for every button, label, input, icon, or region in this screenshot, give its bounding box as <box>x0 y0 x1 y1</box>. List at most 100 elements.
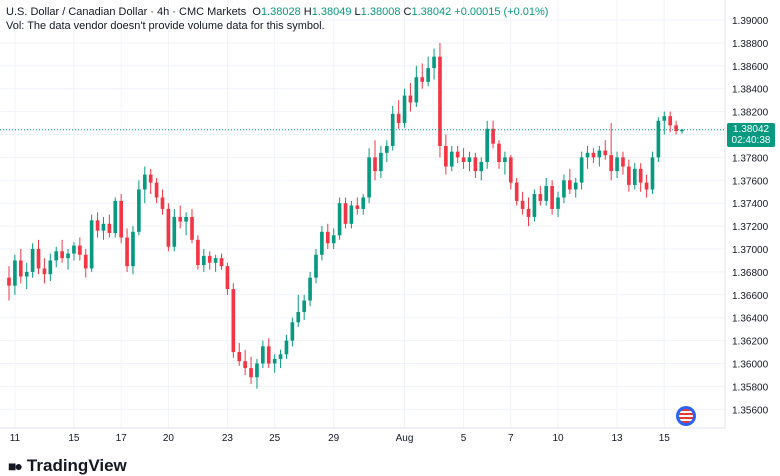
candle-body <box>585 152 590 158</box>
price-tick-label: 1.35600 <box>732 405 769 416</box>
candle <box>355 197 360 215</box>
candle-body <box>550 186 554 209</box>
bar-countdown: 02:40:38 <box>731 135 771 146</box>
candle <box>668 111 673 133</box>
candle-body <box>78 245 82 255</box>
candle-body <box>119 200 123 238</box>
candle <box>538 186 543 206</box>
candle <box>308 271 312 307</box>
candle-body <box>444 145 448 167</box>
candle-body <box>491 128 495 144</box>
candle-body <box>467 157 472 162</box>
candle-body <box>438 56 442 146</box>
candle <box>101 216 106 240</box>
candle <box>520 191 525 215</box>
candle <box>627 159 631 192</box>
candle-body <box>396 113 401 124</box>
candle <box>461 148 466 169</box>
price-axis[interactable]: 1.39000 1.38800 1.38600 1.38400 1.38200 1.380… <box>732 16 769 416</box>
candle <box>30 243 35 278</box>
time-tick-label: 20 <box>163 433 175 444</box>
candle-body <box>662 116 667 121</box>
candle-body <box>101 223 106 231</box>
candle-body <box>384 145 389 153</box>
candle-body <box>24 271 29 277</box>
candle-body <box>343 203 348 224</box>
price-tick-label: 1.37000 <box>732 245 769 256</box>
candle <box>373 140 377 181</box>
price-tick-label: 1.38800 <box>732 39 769 50</box>
price-tick-label: 1.38600 <box>732 62 769 73</box>
candle-body <box>638 168 643 183</box>
candle-body <box>497 143 501 162</box>
candle-body <box>278 354 283 359</box>
time-axis[interactable]: 11 15 17 20 23 25 29 Aug 5 7 10 13 15 <box>10 433 671 444</box>
candle-body <box>573 182 578 190</box>
us-flag-event-icon[interactable] <box>676 406 696 426</box>
candle <box>54 246 59 268</box>
time-tick-label: 25 <box>269 433 281 444</box>
candle-body <box>514 182 519 201</box>
candle <box>137 180 141 236</box>
time-tick-label: 15 <box>659 433 671 444</box>
candle-body <box>331 235 336 244</box>
candle <box>674 120 678 135</box>
candle <box>343 197 348 229</box>
candle <box>591 148 596 164</box>
close-label: C <box>403 6 412 18</box>
candle-body <box>231 289 236 353</box>
candle-body <box>66 253 70 259</box>
candle <box>66 249 70 270</box>
candle <box>573 178 578 198</box>
candle-body <box>237 352 242 362</box>
candle-body <box>526 208 531 217</box>
candle-body <box>184 216 188 222</box>
candle-body <box>89 220 94 269</box>
price-tick-label: 1.38200 <box>732 108 769 119</box>
legend-ohlc: U.S. Dollar / Canadian Dollar · 4h · CMC… <box>6 6 548 18</box>
symbol-title[interactable]: U.S. Dollar / Canadian Dollar · 4h · CMC… <box>6 6 247 18</box>
candle <box>284 334 289 359</box>
candle <box>107 214 112 238</box>
candle <box>384 140 389 162</box>
candle <box>266 338 271 369</box>
candle-body <box>160 197 165 209</box>
candle-body <box>272 358 277 364</box>
candle-body <box>54 251 59 261</box>
candle-body <box>60 251 64 259</box>
candle-body <box>367 157 371 198</box>
candle-body <box>520 200 525 209</box>
high-value: 1.38049 <box>311 6 352 18</box>
candle <box>314 249 318 284</box>
candle <box>603 140 608 160</box>
candle-body <box>591 152 596 158</box>
candle-body <box>190 216 194 240</box>
candle <box>255 358 259 389</box>
candle-body <box>621 157 625 167</box>
candle-body <box>196 239 200 266</box>
candle-body <box>432 56 436 69</box>
candle <box>131 226 135 275</box>
candle-body <box>449 151 454 167</box>
candle <box>396 100 401 129</box>
open-value: 1.38028 <box>260 6 301 18</box>
candle <box>83 249 88 278</box>
candle-body <box>255 363 259 378</box>
time-tick-label: 17 <box>116 433 128 444</box>
candle <box>615 151 619 179</box>
candle <box>42 258 47 284</box>
candle-body <box>485 128 490 162</box>
candle-body <box>426 68 430 82</box>
candle <box>621 151 625 175</box>
candle <box>201 249 206 272</box>
candle-body <box>479 161 484 172</box>
candle <box>473 152 478 179</box>
candle-body <box>296 311 301 323</box>
price-tick-label: 1.37800 <box>732 153 769 164</box>
candle <box>479 157 484 181</box>
candle <box>72 242 76 261</box>
candle <box>379 145 383 179</box>
candle <box>361 194 366 215</box>
candle-body <box>337 203 342 236</box>
